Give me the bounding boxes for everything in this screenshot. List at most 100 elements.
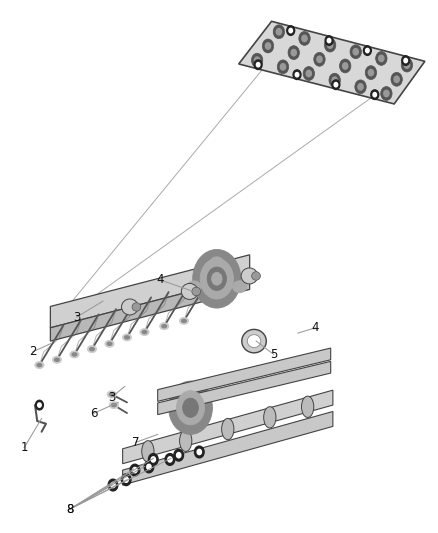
Ellipse shape bbox=[110, 402, 118, 408]
Circle shape bbox=[328, 42, 333, 49]
Circle shape bbox=[327, 38, 331, 43]
Circle shape bbox=[148, 454, 158, 465]
Circle shape bbox=[193, 249, 241, 308]
Ellipse shape bbox=[192, 287, 201, 296]
Ellipse shape bbox=[233, 281, 247, 293]
Text: 5: 5 bbox=[270, 348, 277, 361]
Polygon shape bbox=[50, 255, 250, 328]
Ellipse shape bbox=[187, 281, 201, 293]
Text: 4: 4 bbox=[156, 273, 164, 286]
Circle shape bbox=[251, 53, 263, 67]
Ellipse shape bbox=[35, 361, 44, 368]
Circle shape bbox=[371, 90, 379, 100]
Circle shape bbox=[303, 67, 314, 80]
Circle shape bbox=[329, 73, 340, 87]
Ellipse shape bbox=[247, 335, 261, 348]
Ellipse shape bbox=[210, 257, 224, 269]
Circle shape bbox=[133, 467, 137, 473]
Circle shape bbox=[302, 35, 307, 42]
Circle shape bbox=[394, 76, 399, 83]
Ellipse shape bbox=[180, 317, 188, 324]
Ellipse shape bbox=[53, 356, 61, 364]
Ellipse shape bbox=[121, 299, 138, 315]
Circle shape bbox=[174, 449, 184, 461]
Ellipse shape bbox=[142, 441, 154, 462]
Circle shape bbox=[262, 39, 274, 53]
Ellipse shape bbox=[123, 334, 131, 341]
Text: 4: 4 bbox=[311, 321, 319, 334]
Ellipse shape bbox=[142, 330, 147, 334]
Circle shape bbox=[339, 59, 351, 73]
Circle shape bbox=[376, 52, 387, 66]
Circle shape bbox=[332, 80, 340, 90]
Circle shape bbox=[108, 479, 118, 491]
Circle shape bbox=[299, 31, 310, 45]
Circle shape bbox=[144, 461, 154, 473]
Circle shape bbox=[293, 70, 301, 79]
Ellipse shape bbox=[162, 325, 166, 328]
Ellipse shape bbox=[132, 303, 141, 311]
Circle shape bbox=[355, 80, 366, 94]
Circle shape bbox=[287, 26, 295, 35]
Ellipse shape bbox=[55, 358, 59, 361]
Text: 3: 3 bbox=[108, 391, 115, 403]
Ellipse shape bbox=[112, 403, 116, 407]
Circle shape bbox=[364, 46, 371, 55]
Circle shape bbox=[350, 45, 361, 59]
Ellipse shape bbox=[241, 268, 258, 284]
Circle shape bbox=[276, 29, 282, 35]
Circle shape bbox=[121, 474, 131, 486]
Circle shape bbox=[368, 69, 374, 76]
Polygon shape bbox=[158, 348, 331, 401]
Circle shape bbox=[358, 84, 363, 90]
Circle shape bbox=[194, 446, 204, 458]
Circle shape bbox=[207, 267, 226, 290]
Ellipse shape bbox=[110, 393, 114, 396]
Ellipse shape bbox=[37, 364, 42, 367]
Circle shape bbox=[381, 86, 392, 100]
Circle shape bbox=[317, 56, 322, 62]
Text: 8: 8 bbox=[67, 503, 74, 515]
Ellipse shape bbox=[160, 322, 169, 329]
Circle shape bbox=[404, 59, 407, 63]
Circle shape bbox=[256, 62, 260, 67]
Circle shape bbox=[35, 400, 43, 410]
Circle shape bbox=[401, 58, 413, 72]
Ellipse shape bbox=[180, 430, 192, 451]
Polygon shape bbox=[239, 21, 425, 104]
Ellipse shape bbox=[107, 391, 116, 398]
Circle shape bbox=[291, 50, 297, 56]
Circle shape bbox=[332, 77, 337, 83]
Circle shape bbox=[295, 72, 299, 77]
Text: 3: 3 bbox=[73, 311, 80, 324]
Circle shape bbox=[314, 52, 325, 66]
Ellipse shape bbox=[70, 351, 79, 358]
Circle shape bbox=[169, 381, 212, 434]
Circle shape bbox=[391, 72, 403, 86]
Circle shape bbox=[165, 454, 175, 465]
Circle shape bbox=[404, 62, 410, 68]
Circle shape bbox=[130, 464, 140, 476]
Circle shape bbox=[197, 449, 201, 455]
Ellipse shape bbox=[140, 328, 149, 336]
Text: 2: 2 bbox=[29, 345, 37, 358]
Circle shape bbox=[147, 464, 151, 470]
Ellipse shape bbox=[88, 345, 96, 352]
Ellipse shape bbox=[182, 319, 186, 322]
Polygon shape bbox=[50, 276, 250, 341]
Circle shape bbox=[334, 83, 338, 87]
Text: 6: 6 bbox=[90, 407, 98, 419]
Circle shape bbox=[384, 90, 389, 96]
Circle shape bbox=[212, 272, 222, 285]
Circle shape bbox=[325, 36, 333, 45]
Circle shape bbox=[177, 391, 205, 425]
Circle shape bbox=[200, 259, 233, 299]
Ellipse shape bbox=[222, 418, 234, 440]
Circle shape bbox=[366, 49, 369, 53]
Polygon shape bbox=[123, 411, 333, 485]
Circle shape bbox=[289, 28, 293, 33]
Circle shape bbox=[402, 56, 410, 66]
Circle shape bbox=[183, 398, 198, 417]
Text: 8: 8 bbox=[67, 503, 74, 515]
Circle shape bbox=[288, 46, 300, 60]
